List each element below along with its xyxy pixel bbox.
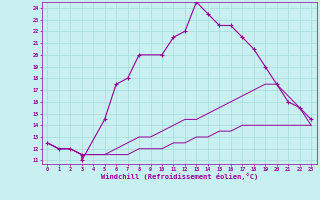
X-axis label: Windchill (Refroidissement éolien,°C): Windchill (Refroidissement éolien,°C) bbox=[100, 173, 258, 180]
